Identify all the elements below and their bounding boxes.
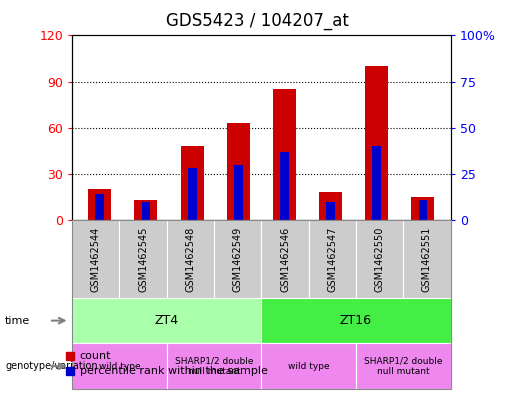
Bar xyxy=(227,123,250,220)
Text: SHARP1/2 double
null mutant: SHARP1/2 double null mutant xyxy=(175,356,253,376)
Text: wild type: wild type xyxy=(98,362,140,371)
Text: GSM1462551: GSM1462551 xyxy=(422,226,432,292)
Text: percentile rank within the sample: percentile rank within the sample xyxy=(80,366,268,376)
Text: ZT16: ZT16 xyxy=(340,314,372,327)
Bar xyxy=(365,66,388,220)
Bar xyxy=(372,146,381,220)
Text: ZT4: ZT4 xyxy=(154,314,179,327)
Bar xyxy=(280,152,289,220)
Bar xyxy=(181,146,203,220)
Text: GSM1462545: GSM1462545 xyxy=(138,226,148,292)
Bar xyxy=(95,194,104,220)
Bar xyxy=(326,202,335,220)
Bar xyxy=(411,197,435,220)
Text: GSM1462544: GSM1462544 xyxy=(91,226,101,292)
Text: GSM1462549: GSM1462549 xyxy=(233,226,243,292)
Bar xyxy=(319,192,342,220)
Text: time: time xyxy=(5,316,30,326)
Text: wild type: wild type xyxy=(288,362,330,371)
Text: count: count xyxy=(80,351,111,361)
Bar xyxy=(134,200,158,220)
Text: GSM1462550: GSM1462550 xyxy=(374,226,385,292)
Text: GDS5423 / 104207_at: GDS5423 / 104207_at xyxy=(166,12,349,30)
Bar xyxy=(234,165,243,220)
Text: GSM1462548: GSM1462548 xyxy=(185,226,195,292)
Text: GSM1462547: GSM1462547 xyxy=(328,226,337,292)
Text: SHARP1/2 double
null mutant: SHARP1/2 double null mutant xyxy=(364,356,442,376)
Text: GSM1462546: GSM1462546 xyxy=(280,226,290,292)
Text: genotype/variation: genotype/variation xyxy=(5,361,98,371)
Bar xyxy=(273,89,296,220)
Bar xyxy=(188,168,197,220)
Bar xyxy=(88,189,111,220)
Bar xyxy=(142,202,150,220)
Bar xyxy=(419,200,427,220)
